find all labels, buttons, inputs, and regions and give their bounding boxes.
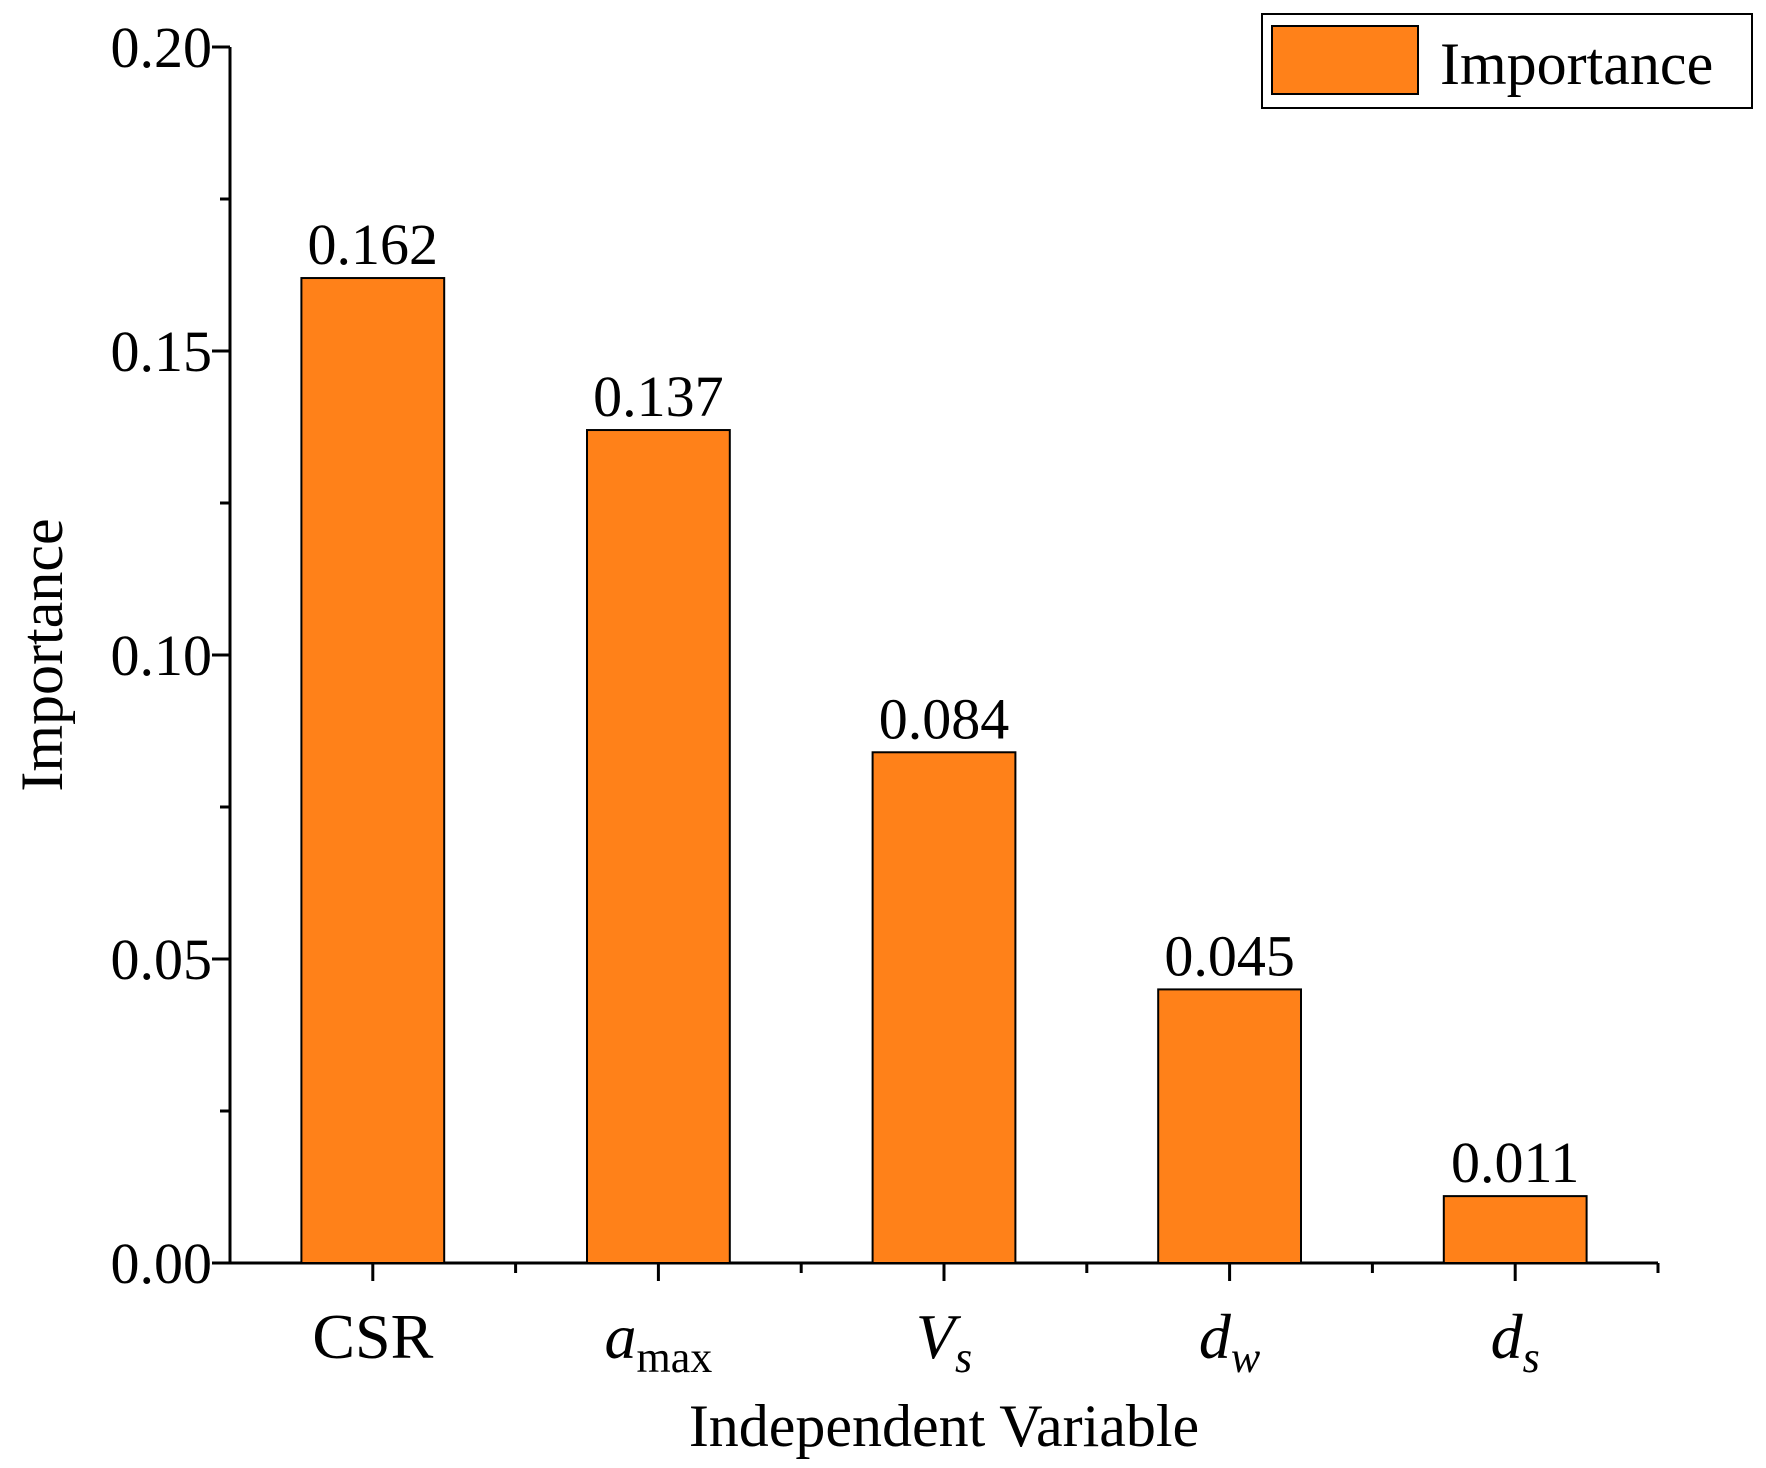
- legend-swatch: [1271, 25, 1419, 95]
- bar-value-label: 0.162: [308, 212, 439, 277]
- value-labels: 0.162 0.137 0.084 0.045 0.011: [308, 212, 1580, 1195]
- bar: [300, 277, 446, 1265]
- x-category-label: dw: [1199, 1301, 1261, 1382]
- y-ticks: 0.00 0.05 0.10 0.15 0.20: [111, 15, 230, 1296]
- y-tick-label: 0.10: [111, 623, 213, 688]
- bar-value-label: 0.011: [1451, 1130, 1579, 1195]
- bar: [1442, 1195, 1588, 1264]
- x-category-label: ds: [1491, 1301, 1540, 1382]
- bar: [1157, 988, 1302, 1265]
- x-ticks: [371, 1263, 1660, 1281]
- x-category-label: CSR: [312, 1301, 433, 1372]
- bar-value-label: 0.084: [879, 686, 1010, 751]
- bar-value-label: 0.045: [1164, 923, 1295, 988]
- y-tick-label: 0.00: [111, 1231, 213, 1296]
- x-category-label: amax: [605, 1301, 713, 1382]
- y-tick-label: 0.05: [111, 927, 213, 992]
- x-axis-title: Independent Variable: [689, 1393, 1199, 1459]
- category-labels: CSR amax Vs dw ds: [312, 1301, 1539, 1382]
- legend: Importance: [1261, 13, 1753, 109]
- bar: [871, 751, 1017, 1265]
- legend-label: Importance: [1440, 31, 1713, 97]
- y-tick-label: 0.20: [111, 15, 213, 80]
- bar-value-label: 0.137: [593, 364, 724, 429]
- bars: [300, 277, 1588, 1265]
- bar: [586, 429, 731, 1265]
- y-axis-title: Importance: [9, 518, 75, 791]
- x-category-label: Vs: [916, 1301, 972, 1382]
- y-tick-label: 0.15: [111, 319, 213, 384]
